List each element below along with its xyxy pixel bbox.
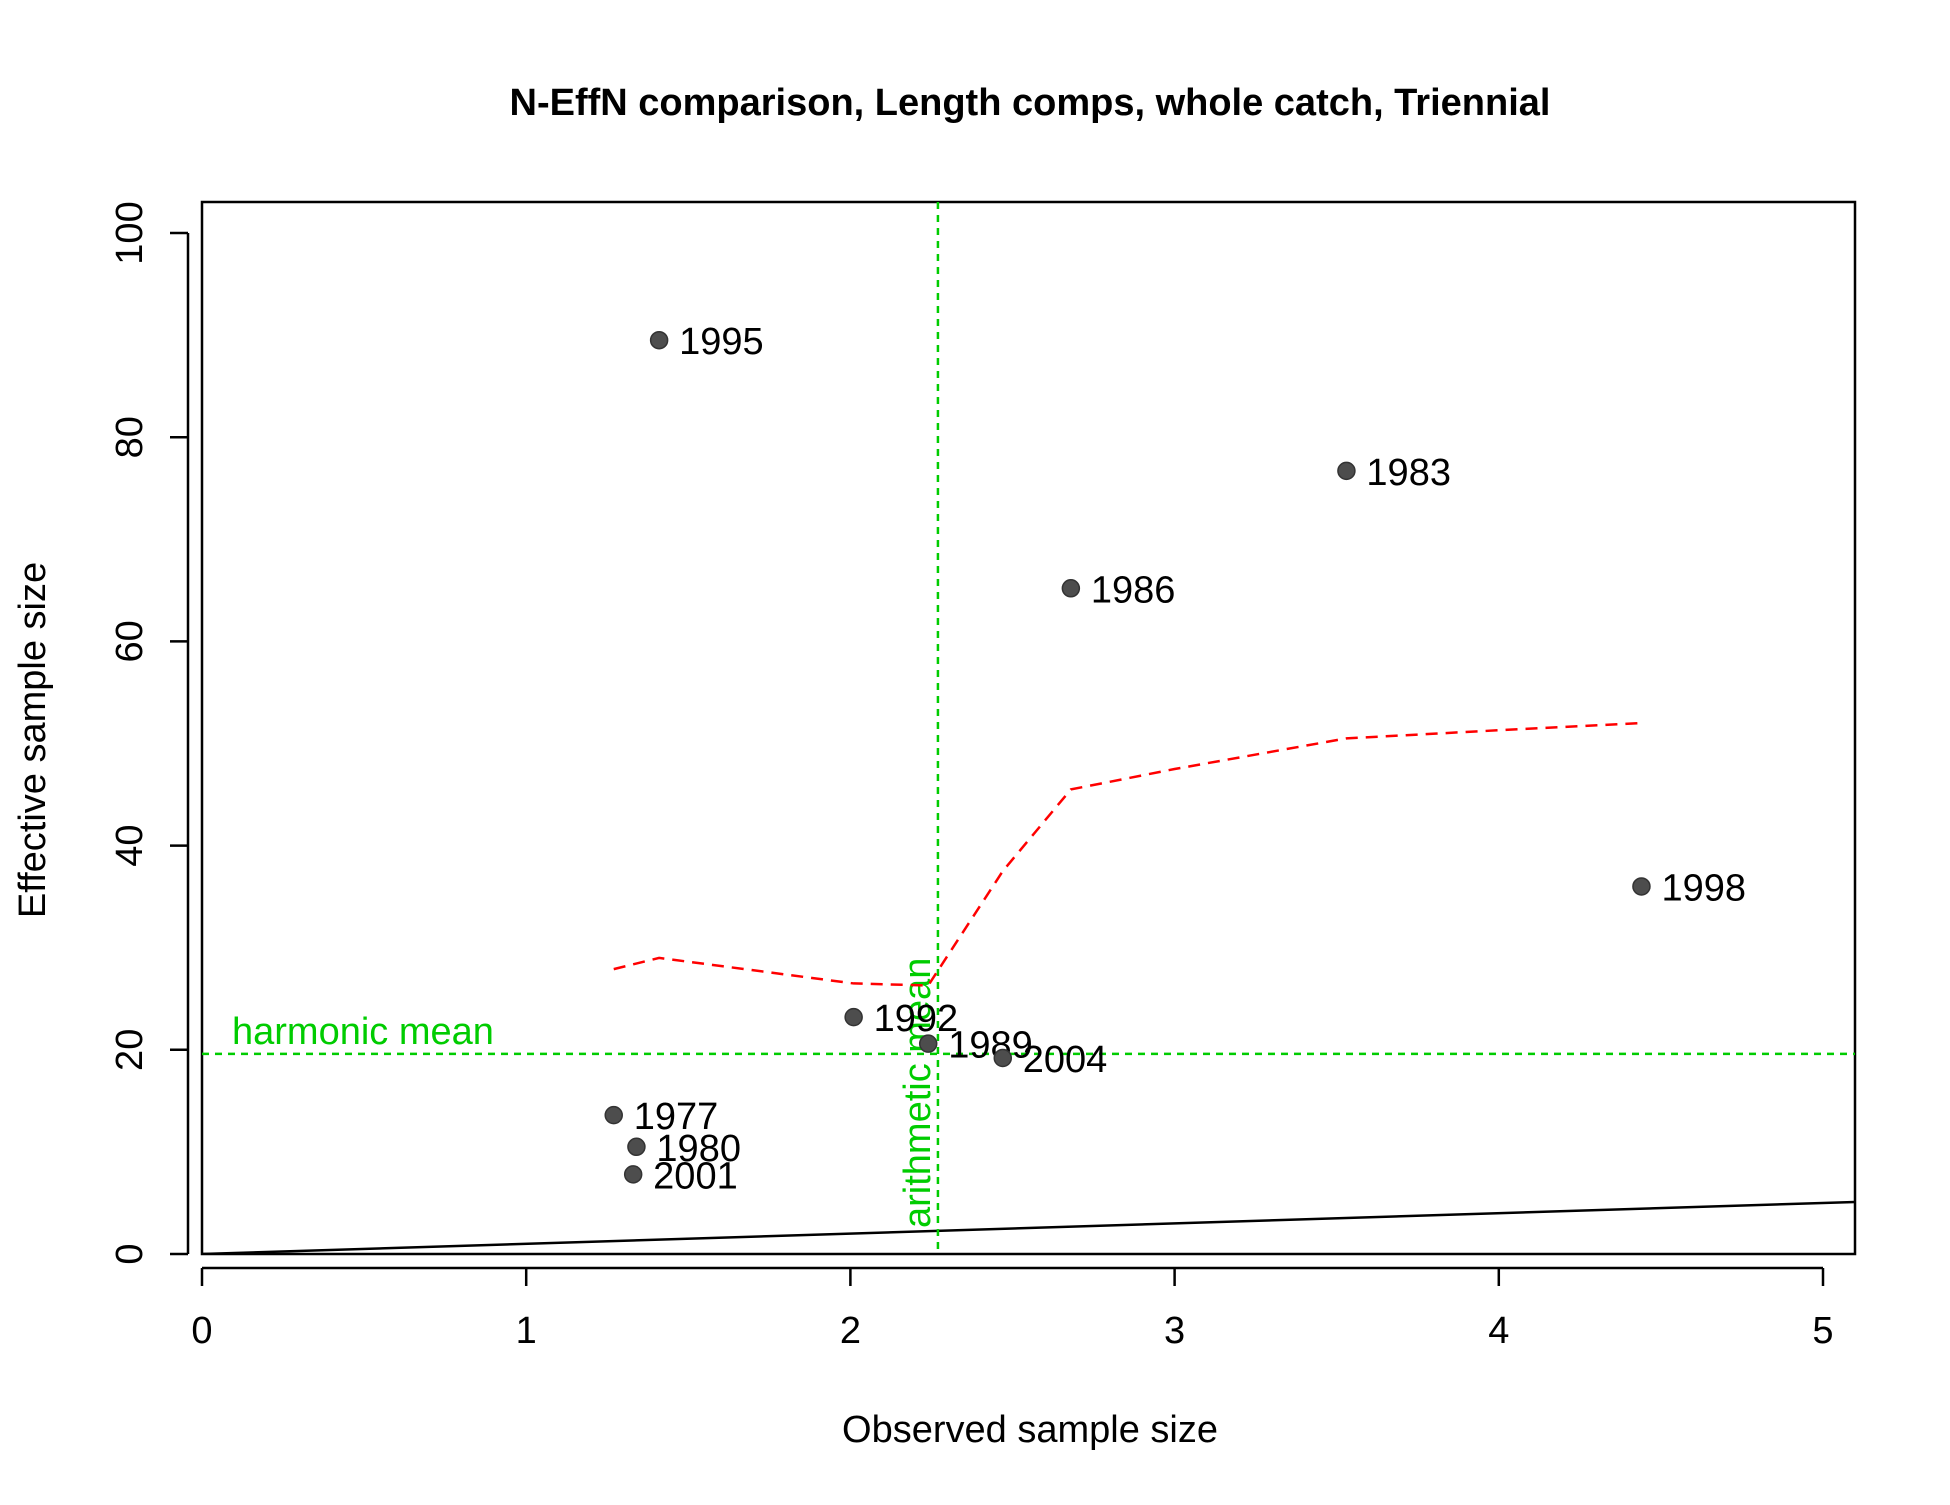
x-tick-label: 1 — [516, 1310, 537, 1352]
y-tick-label: 60 — [109, 620, 151, 662]
y-tick-label: 80 — [109, 416, 151, 458]
data-point-label: 2001 — [653, 1155, 738, 1197]
smoother-line — [613, 721, 1642, 987]
data-point — [1337, 461, 1356, 481]
data-point — [627, 1137, 646, 1157]
harmonic-mean-label: harmonic mean — [232, 1011, 494, 1053]
y-tick-label: 40 — [109, 824, 151, 866]
x-tick-label: 0 — [191, 1310, 212, 1352]
chart-title: N-EffN comparison, Length comps, whole c… — [510, 82, 1551, 124]
data-point-label: 1995 — [679, 321, 764, 363]
arithmetic-mean-label: arithmetic mean — [897, 958, 939, 1228]
data-point-label: 1983 — [1366, 452, 1451, 494]
x-tick-label: 2 — [840, 1310, 861, 1352]
x-axis-label: Observed sample size — [842, 1409, 1218, 1451]
plot-frame — [200, 200, 1857, 1256]
data-point-label: 1989 — [948, 1025, 1033, 1067]
plot-area: 0 1 2 3 4 5 0 20 40 60 80 100 harmonic mean arithmeti… — [109, 200, 1857, 1352]
data-point — [604, 1105, 623, 1125]
y-tick-label: 20 — [109, 1029, 151, 1071]
data-point — [1061, 579, 1081, 598]
data-point-label: 1992 — [874, 998, 959, 1040]
data-point — [844, 1007, 863, 1027]
data-point-label: 2004 — [1023, 1039, 1108, 1081]
data-point-label: 1980 — [656, 1128, 741, 1170]
identity-line — [202, 1200, 1855, 1254]
y-tick-label: 0 — [109, 1243, 151, 1264]
data-point-label: 1977 — [634, 1096, 719, 1138]
data-point — [1632, 877, 1651, 896]
data-point — [623, 1165, 643, 1184]
data-point — [993, 1048, 1013, 1068]
data-point — [918, 1034, 938, 1053]
data-point-label: 1986 — [1091, 569, 1176, 611]
x-tick-label: 5 — [1812, 1310, 1833, 1352]
data-point-label: 1998 — [1661, 867, 1746, 909]
x-tick-label: 3 — [1164, 1310, 1185, 1352]
y-tick-label: 100 — [109, 201, 151, 264]
data-point — [649, 330, 669, 350]
x-tick-label: 4 — [1488, 1310, 1509, 1352]
y-axis-label: Effective sample size — [12, 562, 54, 918]
